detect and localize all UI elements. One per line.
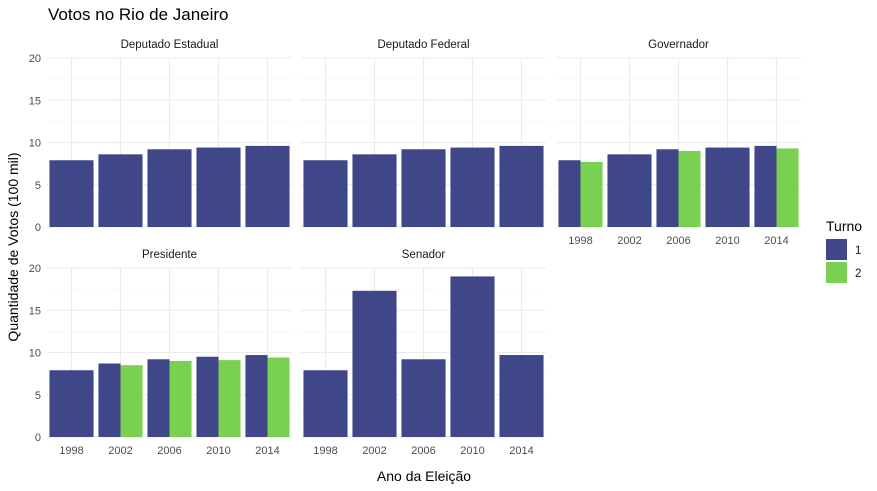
y-axis-label: Quantidade de Votos (100 mil) <box>5 152 21 341</box>
bar <box>450 276 495 437</box>
facet-title: Presidente <box>142 249 197 261</box>
x-tick-label: 2002 <box>362 445 386 457</box>
x-tick-label: 2014 <box>255 445 279 457</box>
x-tick-label: 2014 <box>509 445 533 457</box>
y-tick-label: 5 <box>35 390 41 402</box>
bar <box>678 150 701 227</box>
bar <box>267 357 290 437</box>
x-tick-label: 2002 <box>617 235 641 247</box>
bar <box>754 145 777 227</box>
bar <box>558 160 581 227</box>
legend: Turno 1 2 <box>826 218 862 283</box>
chart-title: Votos no Rio de Janeiro <box>48 5 229 24</box>
bar <box>245 145 290 227</box>
bar <box>245 355 268 437</box>
bar <box>401 359 446 437</box>
bar <box>49 370 94 437</box>
facet-panel: 1998 2002 2006 2010 2014 Governador <box>556 39 801 247</box>
bar <box>705 147 750 227</box>
facet-title: Senador <box>402 249 446 261</box>
y-tick-label: 5 <box>35 180 41 192</box>
legend-key <box>826 239 847 260</box>
y-tick-label: 0 <box>35 222 41 234</box>
legend-key <box>826 262 847 283</box>
facet-panels: 0 5 10 15 20 Deputado Estadual Deputado Federa… <box>29 39 801 457</box>
facet-title: Deputado Federal <box>377 39 469 51</box>
bar <box>352 290 397 437</box>
legend-label: 2 <box>855 268 861 280</box>
bar <box>352 154 397 227</box>
bar <box>147 149 192 227</box>
x-tick-label: 1998 <box>59 445 83 457</box>
bar <box>120 365 143 437</box>
bar <box>218 360 241 437</box>
x-tick-label: 2010 <box>460 445 484 457</box>
legend-title: Turno <box>826 218 862 234</box>
bar <box>776 148 799 227</box>
x-tick-label: 2010 <box>206 445 230 457</box>
bar <box>450 147 495 227</box>
bar <box>98 363 121 437</box>
x-tick-label: 2002 <box>108 445 132 457</box>
bar <box>147 359 170 437</box>
x-tick-label: 2006 <box>157 445 181 457</box>
bar <box>499 145 544 227</box>
x-tick-label: 2006 <box>411 445 435 457</box>
x-tick-label: 2014 <box>764 235 788 247</box>
bar <box>303 370 348 437</box>
y-tick-label: 10 <box>29 138 41 150</box>
bar <box>196 147 241 227</box>
y-tick-label: 10 <box>29 348 41 360</box>
facet-title: Governador <box>648 39 709 51</box>
bar <box>580 161 603 227</box>
facet-title: Deputado Estadual <box>121 39 219 51</box>
y-tick-label: 15 <box>29 95 41 107</box>
x-tick-label: 2010 <box>715 235 739 247</box>
bar <box>169 360 192 437</box>
x-tick-label: 1998 <box>568 235 592 247</box>
facet-panel: 1998 2002 2006 2010 2014 Senador <box>301 249 546 457</box>
bar <box>401 149 446 227</box>
y-tick-label: 20 <box>29 53 41 65</box>
facet-panel: Deputado Federal <box>301 39 546 228</box>
facet-panel: 0 5 10 15 20 Deputado Estadual <box>29 39 292 234</box>
x-axis-label: Ano da Eleição <box>377 468 471 484</box>
facet-panel: 0 5 10 15 20 1998 2002 2006 2010 2014 Presidente <box>29 249 292 457</box>
legend-label: 1 <box>855 245 861 257</box>
bar <box>656 149 679 227</box>
bar <box>607 154 652 227</box>
bar <box>49 160 94 227</box>
x-tick-label: 1998 <box>313 445 337 457</box>
bar <box>196 356 219 437</box>
y-tick-label: 0 <box>35 432 41 444</box>
x-tick-label: 2006 <box>666 235 690 247</box>
y-tick-label: 20 <box>29 263 41 275</box>
bar <box>98 154 143 227</box>
bar <box>499 355 544 437</box>
bar <box>303 160 348 227</box>
y-tick-label: 15 <box>29 305 41 317</box>
